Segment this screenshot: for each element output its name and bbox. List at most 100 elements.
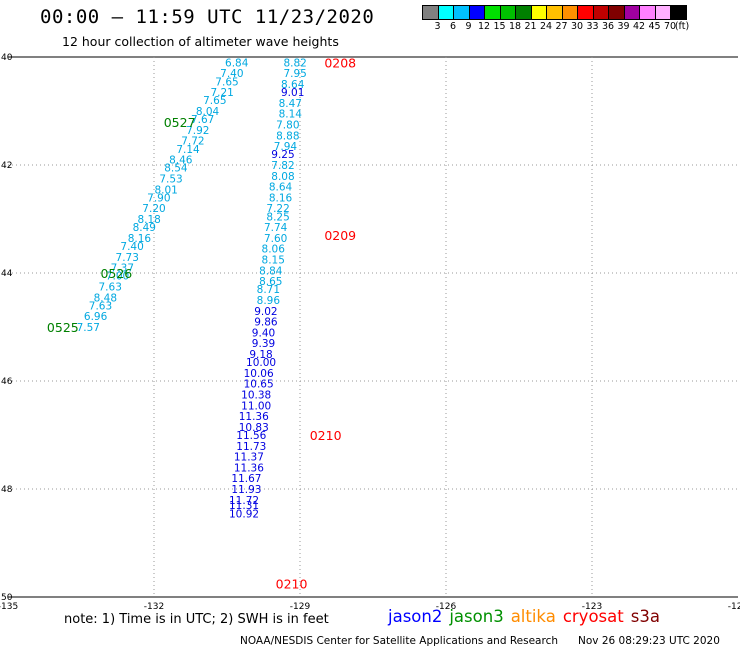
wave-height-value: 7.60 [264, 233, 287, 245]
credit-text: NOAA/NESDIS Center for Satellite Applica… [240, 635, 558, 647]
wave-height-value: 11.31 [229, 500, 259, 512]
wave-height-value: 8.49 [133, 222, 156, 234]
legend-label: 15 [493, 21, 506, 32]
wave-height-value: 11.67 [231, 473, 261, 485]
wave-height-value: 8.64 [269, 182, 293, 194]
wave-height-value: 11.56 [236, 430, 266, 442]
wave-height-value: 8.82 [283, 57, 306, 69]
wave-height-value: 7.22 [266, 203, 289, 215]
wave-height-value: 10.83 [239, 422, 269, 434]
wave-height-value: 8.04 [196, 106, 220, 118]
y-tick-label: 44 [1, 269, 13, 279]
satellite-jason2: jason2 [388, 607, 443, 626]
wave-height-value: 8.08 [271, 171, 294, 183]
wave-height-value: 8.88 [276, 130, 299, 142]
wave-height-value: 6.84 [225, 57, 249, 69]
x-tick-label: -126 [436, 602, 457, 612]
x-tick-label: -135 [0, 602, 18, 612]
pass-time-label: 0526 [100, 266, 132, 281]
wave-height-value: 8.48 [94, 292, 117, 304]
wave-height-value: 8.47 [279, 98, 302, 110]
wave-height-value: 7.94 [274, 141, 298, 153]
wave-height-value: 7.67 [191, 114, 214, 126]
legend-label: (ft) [674, 21, 690, 32]
wave-height-value: 10.38 [241, 390, 271, 402]
wave-height-value: 11.72 [229, 495, 259, 507]
legend-label: 42 [632, 21, 646, 32]
wave-height-value: 7.14 [176, 144, 200, 156]
wave-height-value: 10.92 [229, 508, 259, 520]
wave-height-value: 8.64 [281, 79, 305, 91]
satellite-jason3: jason3 [449, 607, 504, 626]
wave-height-value: 10.65 [244, 379, 274, 391]
y-tick-label: 50 [1, 593, 13, 603]
legend-label: 33 [586, 21, 599, 32]
wave-height-value: 7.65 [215, 76, 238, 88]
legend-label: 3 [434, 21, 441, 32]
legend-label: 12 [477, 21, 491, 32]
wave-height-value: 7.90 [147, 192, 170, 204]
wave-height-value: 7.57 [77, 322, 100, 334]
legend-label: 45 [648, 21, 661, 32]
legend-label: 18 [508, 21, 522, 32]
generation-timestamp: Nov 26 08:29:23 UTC 2020 [578, 635, 720, 647]
wave-height-value: 8.71 [257, 284, 280, 296]
legend-swatch [670, 5, 687, 20]
legend-label: 39 [617, 21, 630, 32]
wave-height-value: 11.37 [234, 452, 264, 464]
wave-height-value: 9.25 [271, 149, 294, 161]
wave-height-value: 7.21 [210, 87, 233, 99]
legend-label: 27 [555, 21, 568, 32]
wave-height-value: 8.96 [257, 295, 281, 307]
wave-height-value: 10.00 [246, 357, 276, 369]
pass-time-label: 0210 [310, 428, 342, 443]
y-tick-label: 48 [1, 485, 13, 495]
x-tick-label: -132 [144, 602, 164, 612]
wave-height-value: 8.16 [269, 192, 293, 204]
color-scale-legend [422, 5, 687, 20]
wave-height-value: 11.00 [241, 400, 271, 412]
wave-height-value: 8.54 [164, 163, 188, 175]
wave-height-value: 8.15 [262, 255, 285, 267]
wave-height-value: 8.16 [128, 233, 152, 245]
wave-height-value: 9.18 [249, 349, 272, 361]
wave-height-value: 7.20 [142, 203, 165, 215]
chart-subtitle: 12 hour collection of altimeter wave hei… [62, 34, 339, 49]
wave-height-value: 7.73 [116, 252, 139, 264]
wave-height-value: 9.02 [254, 306, 277, 318]
footer-note: note: 1) Time is in UTC; 2) SWH is in fe… [64, 612, 329, 627]
pass-time-label: 0208 [324, 55, 356, 70]
wave-height-value: 11.93 [231, 484, 261, 496]
wave-height-value: 9.01 [281, 87, 304, 99]
legend-label: 24 [539, 21, 553, 32]
legend-label: 30 [570, 21, 584, 32]
y-tick-label: 46 [1, 377, 13, 387]
pass-time-label: 0209 [324, 228, 356, 243]
chart-title: 00:00 – 11:59 UTC 11/23/2020 [40, 6, 375, 28]
wave-height-value: 11.73 [236, 441, 266, 453]
x-tick-label: -120 [728, 602, 740, 612]
satellite-s3a: s3a [630, 607, 660, 626]
wave-height-value: 7.63 [89, 300, 112, 312]
satellite-legend: jason2 jason3 altika cryosat s3a [388, 607, 667, 626]
wave-height-value: 7.40 [120, 241, 143, 253]
color-scale-labels: 3 6 9 12 15 18 21 24 27 30 33 36 39 42 45 70 (ft) [422, 21, 740, 35]
wave-height-value: 11.36 [239, 411, 269, 423]
wave-height-value: 7.00 [106, 271, 129, 283]
y-tick-label: 40 [1, 53, 13, 63]
satellite-cryosat: cryosat [562, 607, 624, 626]
wave-height-value: 6.96 [84, 311, 108, 323]
wave-height-value: 8.84 [259, 265, 283, 277]
legend-label: 6 [449, 21, 457, 32]
legend-label: 9 [465, 21, 472, 32]
legend-label: 36 [601, 21, 615, 32]
wave-height-value: 8.06 [262, 244, 286, 256]
wave-height-value: 8.46 [169, 155, 193, 167]
wave-height-value: 7.63 [99, 282, 122, 294]
wave-height-value: 7.80 [276, 120, 299, 132]
legend-label: 70 [663, 21, 677, 32]
wave-height-value: 7.53 [159, 174, 182, 186]
wave-height-value: 7.72 [181, 136, 204, 148]
wave-height-value: 9.86 [254, 317, 278, 329]
